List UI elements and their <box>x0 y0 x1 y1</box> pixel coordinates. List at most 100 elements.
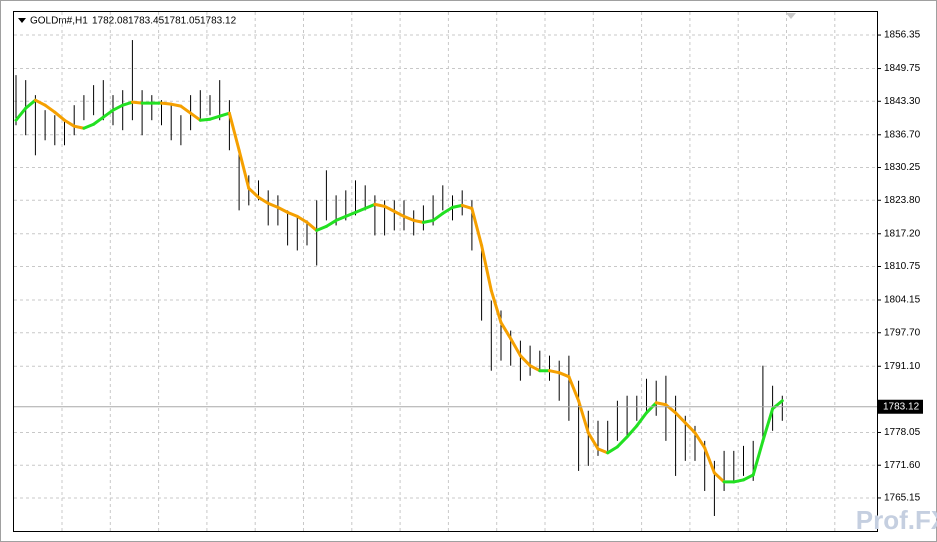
y-tick-label: 1771.60 <box>884 460 921 471</box>
moving-average <box>645 401 658 415</box>
moving-average <box>703 446 716 475</box>
moving-average <box>315 224 328 232</box>
moving-average <box>334 214 348 222</box>
moving-average <box>121 100 134 107</box>
moving-average <box>557 371 571 379</box>
moving-average <box>101 108 115 119</box>
moving-average <box>344 210 357 218</box>
moving-average <box>324 218 338 228</box>
last-price-box <box>878 399 923 414</box>
y-tick-label: 1843.30 <box>884 96 921 107</box>
shift-marker <box>786 13 796 19</box>
moving-average <box>402 214 416 222</box>
moving-average <box>606 445 619 455</box>
moving-average <box>761 407 775 443</box>
moving-average <box>480 243 493 293</box>
moving-average <box>43 103 57 114</box>
y-tick-label: 1830.25 <box>884 162 921 173</box>
header-price: 1783.45 <box>128 16 165 27</box>
y-tick-label: 1823.80 <box>884 195 921 206</box>
moving-average <box>63 118 76 128</box>
moving-average <box>441 205 454 215</box>
moving-average <box>169 102 183 108</box>
moving-average <box>625 424 639 439</box>
moving-average <box>189 111 202 122</box>
moving-average <box>635 411 648 428</box>
header-price: 1782.08 <box>92 16 129 27</box>
moving-average <box>237 148 251 190</box>
moving-average <box>392 209 406 218</box>
moving-average <box>693 431 707 450</box>
moving-average <box>82 122 96 130</box>
moving-average <box>771 399 784 411</box>
moving-average <box>499 321 513 341</box>
y-tick-label: 1817.20 <box>884 228 921 239</box>
moving-average <box>130 100 144 105</box>
moving-average <box>596 447 610 455</box>
y-tick-label: 1791.10 <box>884 361 921 372</box>
moving-average <box>548 369 561 375</box>
moving-average <box>111 103 125 112</box>
moving-average <box>528 364 542 373</box>
symbol: GOLDm#,H1 <box>30 16 88 27</box>
moving-average <box>24 98 37 110</box>
last-price-label: 1783.12 <box>883 401 920 412</box>
moving-average <box>53 110 66 122</box>
moving-average <box>470 206 484 247</box>
y-tick-label: 1836.70 <box>884 129 921 140</box>
moving-average <box>208 114 222 121</box>
moving-average <box>218 111 231 118</box>
moving-average <box>198 117 212 122</box>
moving-average <box>674 411 687 425</box>
moving-average <box>518 354 532 368</box>
moving-average <box>712 471 726 484</box>
moving-average <box>421 218 435 224</box>
y-tick-label: 1856.35 <box>884 30 921 41</box>
y-tick-label: 1849.75 <box>884 63 921 74</box>
moving-average <box>286 210 299 218</box>
moving-average <box>179 104 193 115</box>
moving-average <box>72 124 86 130</box>
moving-average <box>92 115 105 126</box>
moving-average <box>412 218 425 224</box>
moving-average <box>383 204 396 213</box>
moving-average <box>266 201 280 209</box>
moving-average <box>664 403 678 415</box>
moving-average <box>257 195 270 205</box>
moving-average <box>751 439 765 477</box>
symbol-menu-arrow[interactable] <box>18 18 26 23</box>
moving-average <box>354 206 367 214</box>
moving-average <box>577 399 590 435</box>
moving-average <box>732 478 745 484</box>
y-tick-label: 1778.05 <box>884 427 921 438</box>
plot-border <box>13 11 878 532</box>
moving-average <box>431 211 445 222</box>
moving-average <box>160 101 173 106</box>
moving-average <box>742 473 755 482</box>
moving-average <box>460 203 474 210</box>
moving-average <box>14 106 28 122</box>
moving-average <box>276 205 290 214</box>
moving-average <box>227 111 241 152</box>
moving-average <box>451 203 464 209</box>
header-price: 1781.05 <box>164 16 201 27</box>
y-tick-label: 1765.15 <box>884 493 921 504</box>
y-tick-label: 1797.70 <box>884 327 921 338</box>
moving-average <box>615 435 629 449</box>
moving-average <box>33 98 47 107</box>
header-price: 1783.12 <box>200 16 237 27</box>
moving-average <box>295 214 309 224</box>
moving-average <box>247 186 260 199</box>
moving-average <box>586 431 600 451</box>
watermark: Prof.FX <box>856 505 937 535</box>
moving-average <box>654 401 668 407</box>
moving-average <box>305 220 319 232</box>
moving-average <box>373 202 387 208</box>
moving-average <box>363 202 377 210</box>
moving-average <box>683 421 697 435</box>
moving-average <box>489 289 503 325</box>
y-tick-label: 1810.75 <box>884 261 921 272</box>
y-tick-label: 1804.15 <box>884 295 921 306</box>
moving-average <box>509 337 522 358</box>
